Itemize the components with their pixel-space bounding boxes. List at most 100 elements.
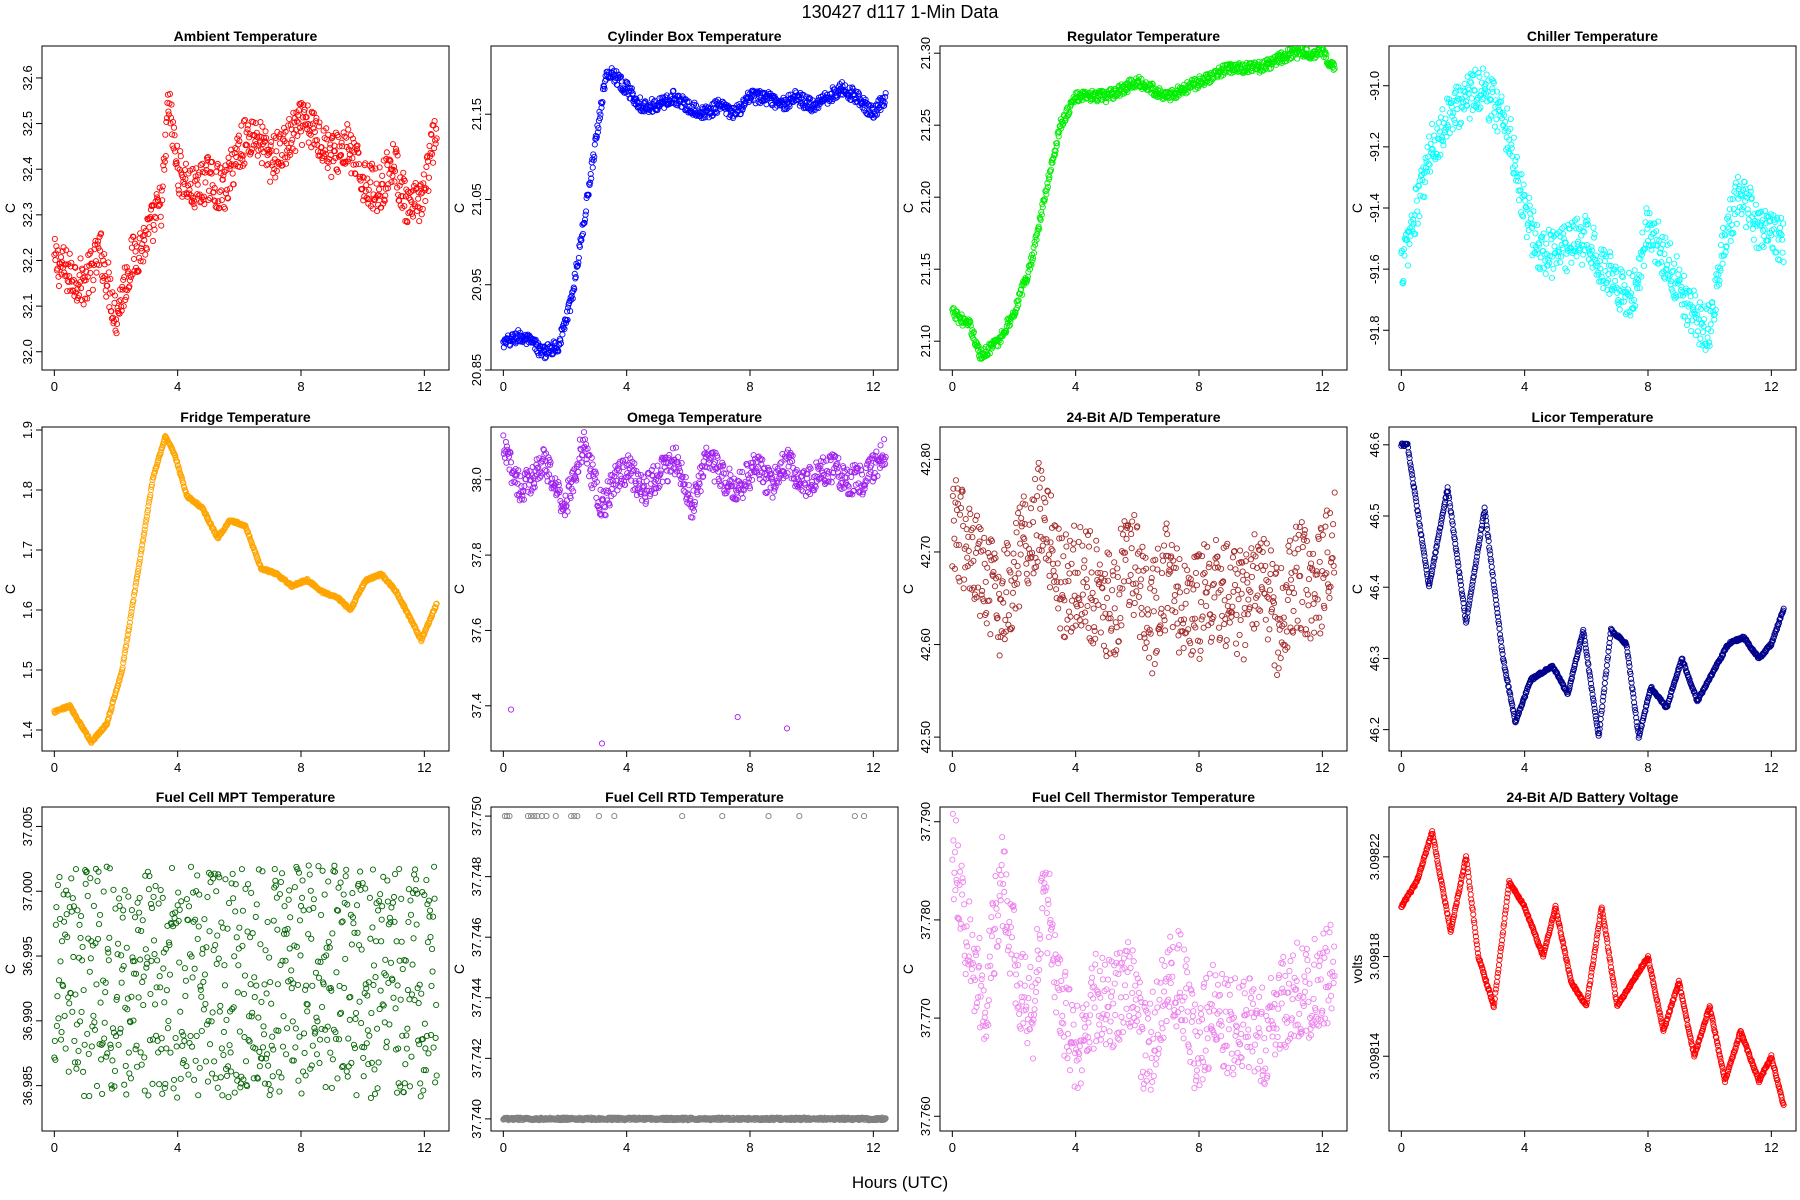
data-point [1072, 569, 1079, 576]
data-point [681, 481, 688, 488]
data-point [990, 556, 998, 563]
data-point [1719, 260, 1726, 267]
data-point [1003, 322, 1010, 330]
data-point [295, 107, 302, 114]
data-point [687, 495, 694, 502]
data-point [643, 478, 650, 485]
data-point [104, 276, 111, 283]
data-point [80, 301, 87, 308]
data-point [1116, 584, 1123, 591]
data-point [98, 230, 105, 237]
data-point [769, 474, 776, 481]
y-tick-label: 1.9 [20, 421, 35, 439]
data-point [661, 464, 668, 471]
data-point [746, 485, 754, 492]
data-series [51, 433, 440, 746]
data-point [231, 162, 238, 169]
data-point [331, 148, 338, 155]
data-point [123, 294, 130, 301]
data-point [264, 152, 271, 159]
data-point [967, 319, 974, 326]
data-point [1024, 577, 1031, 584]
data-point [1759, 242, 1766, 249]
data-point [126, 277, 133, 284]
data-point [401, 202, 408, 210]
data-point [1028, 553, 1035, 560]
data-point [867, 469, 874, 476]
data-point [420, 171, 427, 178]
data-point [1121, 549, 1129, 556]
data-point [1021, 520, 1028, 527]
x-tick-label: 8 [1195, 760, 1202, 775]
data-point [1465, 84, 1472, 92]
data-point [1421, 194, 1428, 201]
data-point [1581, 247, 1588, 254]
data-point [365, 186, 372, 193]
data-point [772, 483, 779, 490]
data-point [1460, 106, 1468, 113]
data-point [1096, 561, 1103, 568]
data-point [1040, 495, 1047, 502]
data-point [1040, 536, 1047, 543]
data-point [1540, 230, 1547, 237]
data-point [571, 286, 578, 293]
data-point [968, 586, 975, 593]
data-point [115, 680, 122, 687]
data-point [739, 469, 746, 476]
data-point [113, 320, 121, 328]
data-point [1488, 112, 1495, 119]
data-point [873, 448, 880, 455]
data-point [1546, 259, 1553, 266]
data-point [755, 89, 762, 96]
data-point [692, 102, 700, 109]
data-point [694, 488, 701, 496]
data-point [1010, 550, 1017, 557]
data-point [1451, 90, 1458, 97]
data-point [1678, 301, 1685, 308]
data-point [127, 614, 134, 622]
data-point [1624, 286, 1632, 293]
data-point [136, 254, 143, 261]
data-point [1076, 596, 1083, 603]
data-point [66, 250, 73, 257]
data-point [680, 487, 687, 494]
data-point [978, 346, 985, 353]
data-point [1083, 576, 1090, 583]
data-point [736, 468, 743, 475]
data-point [759, 456, 766, 463]
data-point [881, 102, 888, 109]
data-point [123, 264, 130, 271]
data-point [1763, 212, 1770, 219]
data-point [1408, 212, 1415, 219]
data-point [1493, 116, 1500, 123]
data-point [1476, 73, 1483, 80]
data-point [766, 467, 773, 474]
y-tick-label: 20.85 [469, 354, 484, 387]
data-point [1607, 253, 1614, 260]
y-tick-label: -91.2 [1367, 132, 1382, 162]
data-point [348, 170, 355, 177]
data-point [151, 226, 158, 233]
data-point [1143, 79, 1150, 86]
data-point [567, 494, 574, 502]
data-point [650, 463, 657, 470]
data-point [1133, 588, 1140, 595]
data-point [221, 168, 228, 175]
data-point [1437, 151, 1444, 158]
data-point [1427, 140, 1434, 147]
data-point [1015, 510, 1022, 517]
data-point [107, 275, 114, 282]
data-point [282, 154, 289, 161]
data-point [1597, 265, 1604, 272]
data-point [1778, 215, 1785, 222]
data-point [986, 597, 993, 604]
data-point [1670, 267, 1677, 274]
data-point [1443, 133, 1450, 140]
data-point [134, 573, 141, 580]
data-point [594, 129, 601, 136]
data-point [126, 623, 133, 630]
data-point [1050, 155, 1057, 162]
data-point [1494, 99, 1501, 107]
data-point [1729, 196, 1736, 203]
data-point [881, 436, 888, 443]
